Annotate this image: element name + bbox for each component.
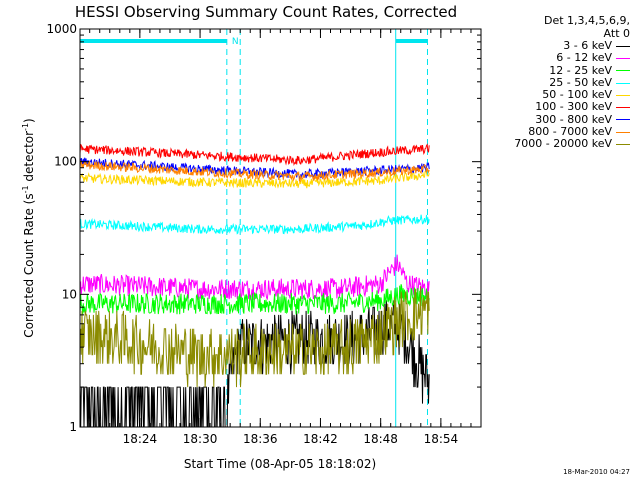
y-axis-label-start: Corrected Count Rate (s xyxy=(22,193,36,337)
y-axis-label-end: ) xyxy=(22,118,36,123)
y-axis-label-mid: detector xyxy=(22,131,36,186)
legend-entry: 300 - 800 keV xyxy=(470,112,630,126)
legend-entry-label: 3 - 6 keV xyxy=(563,39,612,52)
y-axis-label: Corrected Count Rate (s-1 detector-1) xyxy=(21,118,36,337)
x-tick-label: 18:36 xyxy=(243,432,278,446)
legend-entry-label: 50 - 100 keV xyxy=(542,88,612,102)
x-tick-label: 18:54 xyxy=(424,432,459,446)
series-line-3 xyxy=(79,214,430,235)
series-line-2 xyxy=(79,284,430,315)
legend-entry-label: 800 - 7000 keV xyxy=(528,125,612,139)
legend-swatch xyxy=(616,45,630,47)
legend-entry: 6 - 12 keV xyxy=(470,51,630,65)
y-tick-label: 100 xyxy=(54,155,77,169)
y-axis-label-sup1: -1 xyxy=(21,185,30,193)
legend-swatch xyxy=(616,70,630,72)
legend-header-detectors: Det 1,3,4,5,6,9, xyxy=(543,14,630,27)
x-axis: 18:24 18:30 18:36 18:42 18:48 18:54 xyxy=(89,29,482,446)
series-line-6 xyxy=(79,157,430,180)
y-axis: 1 10 100 1000 xyxy=(46,22,481,434)
legend-entry-label: 300 - 800 keV xyxy=(535,112,612,126)
legend-swatch xyxy=(616,107,630,109)
chart-title: HESSI Observing Summary Count Rates, Cor… xyxy=(75,3,457,21)
legend-entry-label: 12 - 25 keV xyxy=(549,63,612,77)
legend-swatch xyxy=(616,119,630,121)
night-label: N xyxy=(232,37,239,47)
x-tick-label: 18:30 xyxy=(183,432,218,446)
legend-swatch xyxy=(616,94,630,96)
x-tick-label: 18:48 xyxy=(363,432,398,446)
legend-entry: 7000 - 20000 keV xyxy=(470,138,630,150)
y-tick-label: 10 xyxy=(62,287,77,301)
y-tick-label: 1 xyxy=(69,420,77,434)
x-tick-label: 18:42 xyxy=(303,432,338,446)
render-timestamp: 18-Mar-2010 04:27 xyxy=(563,468,630,476)
x-axis-label: Start Time (08-Apr-05 18:18:02) xyxy=(184,457,376,471)
series-layer xyxy=(79,143,430,428)
legend-entries: 3 - 6 keV 6 - 12 keV 12 - 25 keV 25 - 50 ke… xyxy=(470,39,630,151)
legend-swatch xyxy=(616,131,630,133)
y-axis-label-sup2: -1 xyxy=(21,123,30,131)
series-line-8 xyxy=(79,286,430,388)
y-tick-label: 1000 xyxy=(46,22,77,36)
legend-entry: 50 - 100 keV xyxy=(470,88,630,102)
legend-entry-label: 25 - 50 keV xyxy=(549,75,612,89)
legend-swatch xyxy=(616,144,630,146)
legend-entry: 25 - 50 keV xyxy=(470,75,630,89)
legend-entry-label: 7000 - 20000 keV xyxy=(514,137,612,151)
legend-entry: 12 - 25 keV xyxy=(470,63,630,77)
series-line-4 xyxy=(79,169,430,189)
series-line-7 xyxy=(79,159,430,183)
legend-swatch xyxy=(616,57,630,59)
legend: Det 1,3,4,5,6,9, Att 0 3 - 6 keV 6 - 12 k… xyxy=(470,14,630,151)
x-tick-label: 18:24 xyxy=(123,432,158,446)
legend-swatch xyxy=(616,82,630,84)
legend-header-attenuator: Att 0 xyxy=(603,27,630,40)
series-line-5 xyxy=(79,143,430,166)
legend-entry: 800 - 7000 keV xyxy=(470,125,630,139)
legend-entry-label: 100 - 300 keV xyxy=(535,100,612,114)
legend-entry: 100 - 300 keV xyxy=(470,101,630,113)
legend-entry-label: 6 - 12 keV xyxy=(556,51,612,65)
legend-entry: 3 - 6 keV xyxy=(470,39,630,52)
